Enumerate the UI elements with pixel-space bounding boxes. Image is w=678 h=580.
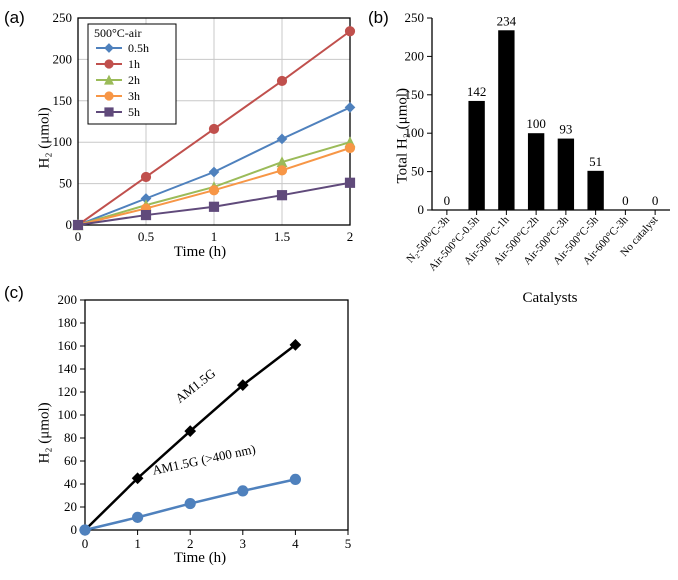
svg-text:3h: 3h	[128, 89, 140, 103]
svg-text:51: 51	[589, 154, 602, 169]
panel-b-xlabel: Catalysts	[500, 290, 600, 307]
svg-text:200: 200	[53, 51, 73, 66]
svg-text:140: 140	[58, 361, 78, 376]
svg-text:100: 100	[58, 407, 78, 422]
bar-4	[558, 139, 574, 210]
svg-text:0: 0	[444, 193, 451, 208]
bar-2	[498, 30, 514, 210]
panel-a: (a) H₂ (μmol) Time (h) 05010015020025000…	[0, 0, 360, 268]
panel-b: (b) Total H₂ (μmol) Catalysts 0501001502…	[360, 0, 678, 310]
svg-text:0: 0	[622, 193, 629, 208]
svg-text:234: 234	[497, 13, 517, 28]
bar-1	[468, 101, 484, 210]
svg-text:5h: 5h	[128, 105, 140, 119]
svg-text:250: 250	[53, 10, 73, 25]
svg-text:0: 0	[66, 217, 73, 232]
panel-c-label: (c)	[4, 283, 24, 303]
bar-5	[587, 171, 603, 210]
svg-text:0: 0	[652, 193, 659, 208]
svg-text:0: 0	[82, 536, 89, 551]
svg-text:2: 2	[347, 229, 354, 244]
panel-c-ylabel: H₂ (μmol)	[37, 364, 54, 464]
svg-text:160: 160	[58, 338, 78, 353]
svg-text:50: 50	[411, 164, 424, 179]
svg-text:0.5h: 0.5h	[128, 41, 149, 55]
panel-c: (c) H₂ (μmol) Time (h) 02040608010012014…	[0, 275, 360, 570]
svg-text:150: 150	[53, 93, 73, 108]
svg-text:AM1.5G (>400 nm): AM1.5G (>400 nm)	[151, 441, 257, 478]
svg-text:0.5: 0.5	[138, 229, 154, 244]
panel-a-label: (a)	[4, 8, 25, 28]
svg-text:200: 200	[58, 292, 78, 307]
svg-text:0: 0	[71, 522, 78, 537]
svg-text:40: 40	[64, 476, 77, 491]
panel-b-label: (b)	[368, 8, 389, 28]
panel-a-chart: 0 50 100 150 200 250 0 0.5 1 1.5 2 500°C-air0.5h 1h 2…	[0, 0, 360, 268]
svg-text:250: 250	[405, 10, 425, 25]
svg-text:93: 93	[559, 122, 572, 137]
svg-text:500°C-air: 500°C-air	[94, 26, 141, 40]
svg-text:142: 142	[467, 84, 487, 99]
svg-text:2h: 2h	[128, 73, 140, 87]
svg-text:1: 1	[211, 229, 218, 244]
svg-text:80: 80	[64, 430, 77, 445]
svg-text:3: 3	[240, 536, 247, 551]
panel-c-chart: 0 20 40 60 80 100 120 140 160 180 200 0 1 2 3 4 5 AM1.5G A…	[0, 275, 360, 570]
svg-text:180: 180	[58, 315, 78, 330]
svg-text:20: 20	[64, 499, 77, 514]
panel-b-ylabel: Total H₂ (μmol)	[395, 54, 412, 184]
svg-text:2: 2	[187, 536, 194, 551]
svg-text:0: 0	[75, 229, 82, 244]
panel-c-xlabel: Time (h)	[150, 550, 250, 567]
svg-text:120: 120	[58, 384, 78, 399]
svg-text:1: 1	[134, 536, 141, 551]
svg-text:1.5: 1.5	[274, 229, 290, 244]
svg-text:AM1.5G: AM1.5G	[172, 365, 218, 406]
svg-text:5: 5	[345, 536, 352, 551]
svg-text:4: 4	[292, 536, 299, 551]
panel-a-ylabel: H₂ (μmol)	[37, 69, 54, 169]
svg-text:50: 50	[59, 176, 72, 191]
svg-text:1h: 1h	[128, 57, 140, 71]
svg-text:60: 60	[64, 453, 77, 468]
svg-text:0: 0	[418, 202, 425, 217]
svg-text:100: 100	[526, 116, 546, 131]
bar-3	[528, 133, 544, 210]
panel-a-xlabel: Time (h)	[150, 244, 250, 261]
svg-text:100: 100	[53, 134, 73, 149]
